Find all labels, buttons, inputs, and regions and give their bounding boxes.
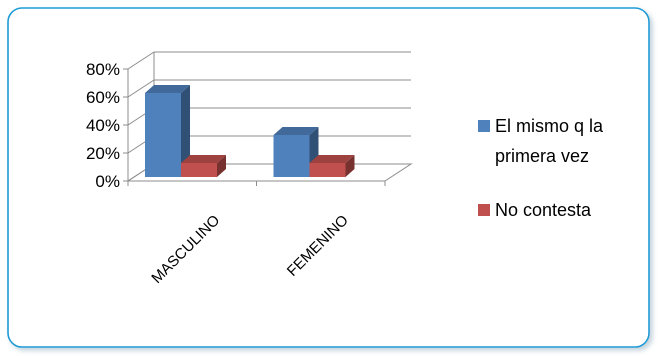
bar-top-face [273,127,319,135]
legend-label: El mismo q la primera vez [495,116,604,166]
gridline-side [127,79,155,98]
bar-front-face [309,163,346,177]
bar-front-face [181,163,217,177]
chart-axes [123,68,386,186]
y-tick-label: 40% [86,116,120,135]
y-tick-label: 0% [95,172,120,191]
gridline-side [127,51,155,70]
y-tick-label: 80% [86,60,120,79]
bar-0-0 [145,85,190,177]
y-axis-tick-labels: 0% 20% 40% 60% 80% [86,60,120,191]
bar-front-face [145,93,181,177]
bars [145,85,355,177]
bar-side-face [217,155,226,177]
bar-top-face [309,155,355,163]
y-tick-label: 60% [86,88,120,107]
legend: El mismo q la primera vez No contesta [478,116,604,220]
bar-side-face [345,155,355,177]
bar-front-face [273,135,310,177]
legend-swatch [478,120,490,132]
gridlines [127,51,411,182]
legend-item-1: No contesta [478,200,592,220]
bar-top-face [145,85,190,93]
legend-swatch [478,204,490,216]
bar-top-face [181,155,226,163]
legend-label: No contesta [495,200,592,220]
legend-item-0: El mismo q la primera vez [478,116,604,166]
bar-0-1 [181,155,226,177]
y-tick-label: 20% [86,144,120,163]
bar-side-face [181,85,190,177]
bar-1-1 [309,155,355,177]
